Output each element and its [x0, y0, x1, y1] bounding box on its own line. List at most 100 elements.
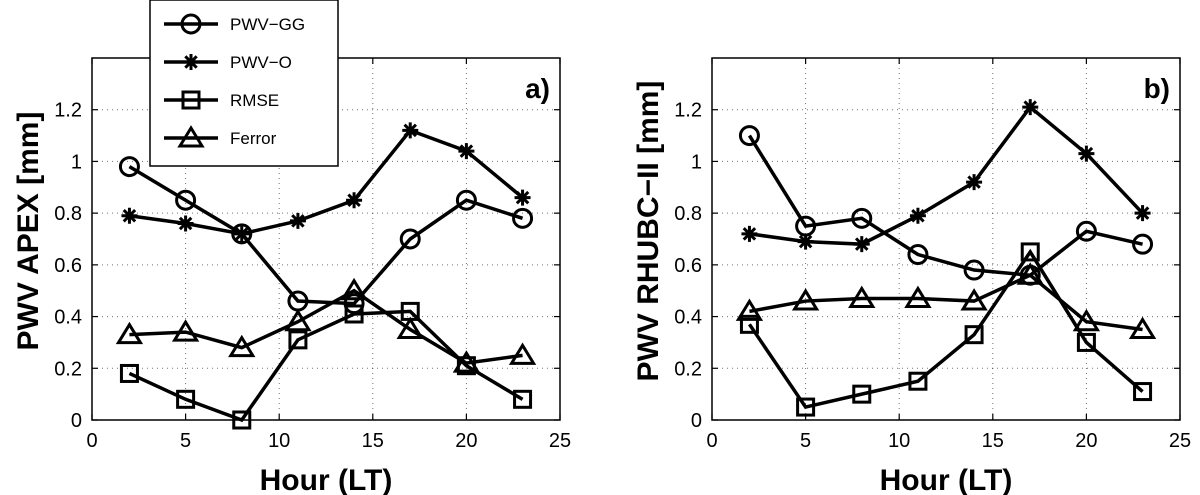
data-point-square [852, 384, 872, 404]
x-tick-label: 5 [800, 430, 811, 452]
data-point-circle [963, 259, 985, 281]
data-point-star [233, 225, 250, 242]
data-point-circle [118, 156, 140, 178]
y-tick-label: 0 [691, 410, 702, 432]
y-tick-label: 0.2 [54, 358, 82, 380]
x-tick-label: 20 [455, 430, 477, 452]
legend-marker-star [183, 54, 199, 70]
data-point-circle [1132, 233, 1154, 255]
data-point-circle [738, 125, 760, 147]
series-square [119, 301, 533, 430]
series-line-triangle [749, 273, 1143, 332]
legend-label: Ferror [230, 129, 277, 148]
data-point-triangle [735, 298, 764, 321]
data-point-triangle [452, 350, 481, 373]
data-point-circle [907, 244, 929, 266]
chart-panel-b: 0 5 10 15 20 25 0 0.2 0.4 0.6 0.8 1 1.2 Hour (LT) PWV … [632, 57, 1191, 495]
series-line-star [749, 104, 1144, 246]
x-tick-label: 20 [1075, 430, 1097, 452]
data-point-triangle [340, 277, 368, 301]
legend-label: RMSE [230, 91, 279, 110]
y-tick-label: 0 [71, 410, 82, 432]
series-star [121, 122, 531, 242]
series-circle [118, 156, 534, 315]
y-axis-label: PWV RHUBC−II [mm] [632, 81, 665, 382]
data-point-triangle [228, 334, 256, 358]
panel-tag: b) [1144, 73, 1170, 104]
x-tick-label: 25 [549, 430, 571, 452]
y-tick-label: 0.8 [54, 203, 82, 225]
data-point-star [177, 215, 194, 232]
y-tick-label: 1 [691, 151, 702, 173]
data-point-square [739, 314, 759, 334]
data-point-star [402, 122, 419, 139]
data-point-triangle [791, 288, 820, 311]
y-tick-label: 1.2 [674, 100, 702, 122]
x-tick-label: 0 [706, 430, 717, 452]
data-point-triangle [904, 285, 932, 308]
data-point-triangle [396, 316, 424, 339]
data-point-star [346, 192, 363, 209]
legend-item: PWV−O [164, 53, 292, 72]
data-point-square [119, 363, 139, 383]
x-tick-label: 25 [1169, 430, 1191, 452]
data-point-star [797, 233, 814, 250]
data-point-square [796, 397, 816, 417]
series-triangle [735, 262, 1157, 339]
x-tick-label: 0 [86, 430, 97, 452]
data-point-square [176, 389, 196, 409]
y-tick-label: 0.4 [674, 307, 702, 329]
legend-marker-square [181, 90, 201, 110]
y-tick-label: 1.2 [54, 100, 82, 122]
data-point-star [289, 212, 306, 229]
data-point-star [853, 236, 870, 253]
data-point-star [966, 174, 983, 191]
data-point-star [741, 225, 758, 242]
data-point-triangle [960, 288, 988, 311]
y-tick-label: 0.8 [674, 203, 702, 225]
y-tick-label: 1 [71, 151, 82, 173]
y-axis-label: PWV APEX [mm] [12, 112, 45, 351]
legend-item: RMSE [164, 90, 279, 110]
data-point-square [964, 325, 984, 345]
data-point-triangle [284, 308, 312, 332]
legend-label: PWV−GG [230, 15, 305, 34]
plot-frame [711, 57, 1181, 421]
data-point-star [121, 207, 138, 224]
legend-marker-triangle [177, 125, 205, 148]
y-tick-label: 0.4 [54, 307, 82, 329]
data-point-circle [851, 207, 873, 229]
x-tick-label: 15 [982, 430, 1004, 452]
legend: PWV−GG PWV−O RMSE Ferror [149, 0, 339, 167]
data-point-square [513, 389, 533, 409]
legend-marker-circle [180, 13, 202, 35]
data-point-star [1078, 145, 1095, 162]
y-tick-label: 0.6 [674, 255, 702, 277]
data-point-circle [399, 228, 421, 250]
data-point-star [514, 189, 531, 206]
x-axis-label: Hour (LT) [260, 464, 393, 495]
data-point-triangle [1128, 316, 1157, 339]
x-tick-label: 10 [268, 430, 290, 452]
data-point-square [1020, 242, 1040, 262]
panel-tag: a) [525, 73, 550, 104]
data-point-circle [1075, 220, 1097, 242]
x-axis-label: Hour (LT) [880, 464, 1013, 495]
y-tick-label: 0.6 [54, 255, 82, 277]
data-point-star [1022, 99, 1039, 116]
data-point-circle [455, 189, 477, 211]
data-point-star [1134, 205, 1151, 222]
x-tick-label: 15 [362, 430, 384, 452]
legend-item: PWV−GG [164, 13, 305, 35]
data-point-square [1133, 382, 1153, 402]
data-point-square [232, 410, 252, 430]
data-point-triangle [1016, 262, 1044, 285]
data-point-square [344, 304, 364, 324]
series-star [741, 99, 1151, 253]
data-point-triangle [115, 321, 144, 345]
data-point-triangle [1072, 308, 1101, 332]
data-point-circle [512, 207, 534, 229]
series-line-circle [128, 165, 524, 306]
data-point-triangle [171, 319, 200, 342]
